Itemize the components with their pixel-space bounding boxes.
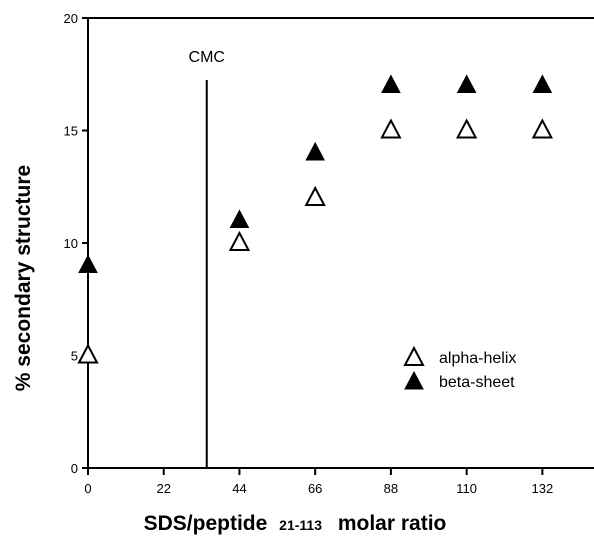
alpha-helix-point [531,118,554,139]
beta-sheet-point [381,74,401,93]
x-tick-label: 22 [156,481,170,496]
alpha-helix-point [304,185,326,206]
legend-label: alpha-helix [439,350,516,367]
beta-sheet-point [456,74,477,93]
x-tick-label: 88 [384,481,398,496]
y-tick-label: 10 [64,236,78,251]
legend-marker [403,345,425,366]
data-points [77,74,554,364]
legend: alpha-helix beta-sheet [403,345,516,391]
x-tick-label: 66 [308,481,322,496]
alpha-helix-point [380,118,402,139]
alpha-helix-point [228,230,251,251]
x-tick-label: 110 [456,481,477,496]
beta-sheet-point [305,141,326,161]
x-axis-title-main: SDS/peptide [144,512,268,535]
alpha-helix-point [455,118,478,139]
y-tick-label: 0 [71,461,78,476]
beta-sheet-point [78,254,98,273]
x-tick-label: 44 [232,481,246,496]
y-tick-label: 15 [64,124,78,139]
legend-label: beta-sheet [439,374,515,391]
x-axis-title: SDS/peptide 21-113 molar ratio [144,512,447,535]
y-tick-label: 5 [71,349,78,364]
x-axis-title-subscript: 21-113 [279,517,322,533]
x-tick-label: 132 [532,481,554,496]
legend-marker [404,370,424,390]
beta-sheet-point [229,209,250,228]
cmc-label: CMC [189,49,225,66]
alpha-helix-point [77,343,99,364]
axes: 0 5 10 15 20 0 22 44 66 88 110 132 [64,11,594,496]
x-tick-label: 0 [84,481,91,496]
y-axis-title: % secondary structure [12,165,35,391]
x-axis-title-suffix: molar ratio [338,512,447,535]
y-tick-label: 20 [64,11,78,26]
beta-sheet-point [532,74,553,93]
annotations: CMC [189,49,225,468]
